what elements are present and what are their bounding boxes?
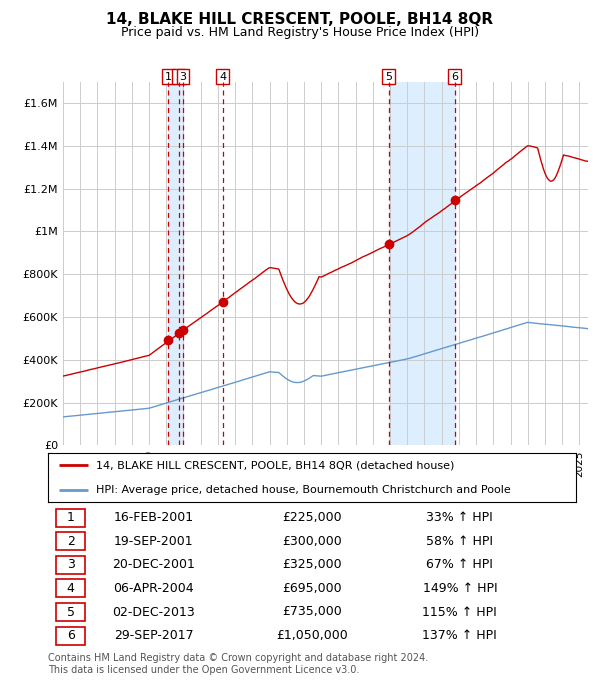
Text: £735,000: £735,000 (282, 605, 342, 619)
FancyBboxPatch shape (56, 579, 85, 598)
Text: 58% ↑ HPI: 58% ↑ HPI (427, 534, 493, 548)
Text: 149% ↑ HPI: 149% ↑ HPI (422, 582, 497, 595)
Text: 19-SEP-2001: 19-SEP-2001 (114, 534, 193, 548)
Text: 02-DEC-2013: 02-DEC-2013 (112, 605, 195, 619)
Text: 16-FEB-2001: 16-FEB-2001 (113, 511, 194, 524)
Text: 3: 3 (67, 558, 74, 571)
Bar (389, 82, 455, 445)
FancyBboxPatch shape (56, 603, 85, 621)
FancyBboxPatch shape (56, 532, 85, 550)
Text: 33% ↑ HPI: 33% ↑ HPI (427, 511, 493, 524)
Bar (169, 82, 183, 445)
Text: 115% ↑ HPI: 115% ↑ HPI (422, 605, 497, 619)
Text: £1,050,000: £1,050,000 (276, 629, 348, 642)
Text: 137% ↑ HPI: 137% ↑ HPI (422, 629, 497, 642)
Text: 4: 4 (67, 582, 74, 595)
Text: 67% ↑ HPI: 67% ↑ HPI (427, 558, 493, 571)
Text: 06-APR-2004: 06-APR-2004 (113, 582, 194, 595)
Text: 5: 5 (385, 71, 392, 82)
FancyBboxPatch shape (56, 509, 85, 527)
FancyBboxPatch shape (56, 556, 85, 574)
Text: £325,000: £325,000 (282, 558, 342, 571)
Text: 6: 6 (67, 629, 74, 642)
Text: 5: 5 (67, 605, 75, 619)
Text: 1: 1 (67, 511, 74, 524)
Text: 14, BLAKE HILL CRESCENT, POOLE, BH14 8QR (detached house): 14, BLAKE HILL CRESCENT, POOLE, BH14 8QR… (95, 460, 454, 470)
Text: 3: 3 (179, 71, 187, 82)
Text: Contains HM Land Registry data © Crown copyright and database right 2024.: Contains HM Land Registry data © Crown c… (48, 653, 428, 663)
Text: 29-SEP-2017: 29-SEP-2017 (114, 629, 193, 642)
Text: 2: 2 (67, 534, 74, 548)
FancyBboxPatch shape (56, 626, 85, 645)
Text: This data is licensed under the Open Government Licence v3.0.: This data is licensed under the Open Gov… (48, 665, 359, 675)
Text: £225,000: £225,000 (282, 511, 342, 524)
Text: 1: 1 (165, 71, 172, 82)
Text: 20-DEC-2001: 20-DEC-2001 (112, 558, 195, 571)
Text: £695,000: £695,000 (282, 582, 342, 595)
Text: £300,000: £300,000 (282, 534, 342, 548)
Text: HPI: Average price, detached house, Bournemouth Christchurch and Poole: HPI: Average price, detached house, Bour… (95, 485, 510, 494)
Text: 4: 4 (219, 71, 226, 82)
Text: 14, BLAKE HILL CRESCENT, POOLE, BH14 8QR: 14, BLAKE HILL CRESCENT, POOLE, BH14 8QR (106, 12, 494, 27)
Text: Price paid vs. HM Land Registry's House Price Index (HPI): Price paid vs. HM Land Registry's House … (121, 26, 479, 39)
Text: 2: 2 (175, 71, 182, 82)
Text: 6: 6 (451, 71, 458, 82)
